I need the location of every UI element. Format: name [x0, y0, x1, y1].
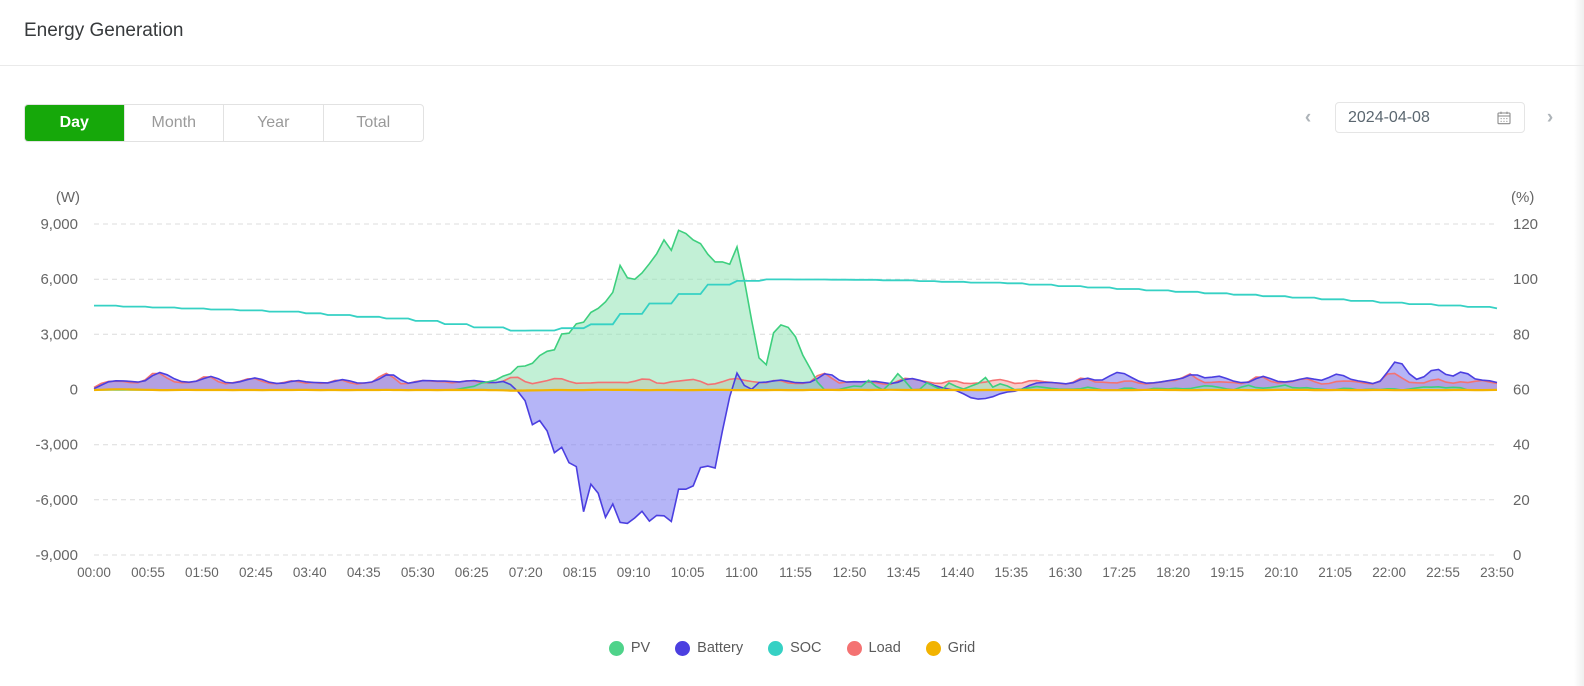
svg-text:16:30: 16:30	[1048, 565, 1082, 580]
svg-text:22:00: 22:00	[1372, 565, 1406, 580]
svg-text:60: 60	[1513, 382, 1530, 399]
svg-text:12:50: 12:50	[833, 565, 867, 580]
svg-text:04:35: 04:35	[347, 565, 381, 580]
svg-text:19:15: 19:15	[1210, 565, 1244, 580]
svg-text:120: 120	[1513, 216, 1538, 233]
svg-text:17:25: 17:25	[1102, 565, 1136, 580]
svg-text:11:55: 11:55	[779, 565, 812, 580]
svg-text:6,000: 6,000	[40, 271, 78, 288]
svg-text:18:20: 18:20	[1156, 565, 1190, 580]
svg-text:(W): (W)	[56, 189, 80, 206]
svg-text:-9,000: -9,000	[35, 547, 78, 564]
svg-text:20: 20	[1513, 492, 1530, 509]
svg-text:21:05: 21:05	[1318, 565, 1352, 580]
svg-text:03:40: 03:40	[293, 565, 327, 580]
svg-text:00:00: 00:00	[77, 565, 111, 580]
svg-text:14:40: 14:40	[941, 565, 975, 580]
svg-text:13:45: 13:45	[887, 565, 921, 580]
svg-text:23:50: 23:50	[1480, 565, 1514, 580]
svg-text:10:05: 10:05	[671, 565, 705, 580]
svg-text:08:15: 08:15	[563, 565, 597, 580]
svg-text:22:55: 22:55	[1426, 565, 1460, 580]
svg-text:(%): (%)	[1511, 189, 1534, 206]
svg-text:3,000: 3,000	[40, 326, 78, 343]
svg-text:15:35: 15:35	[994, 565, 1028, 580]
svg-text:40: 40	[1513, 437, 1530, 454]
svg-text:00:55: 00:55	[131, 565, 165, 580]
svg-text:-6,000: -6,000	[35, 492, 78, 509]
svg-text:0: 0	[70, 382, 78, 399]
svg-text:02:45: 02:45	[239, 565, 273, 580]
svg-text:07:20: 07:20	[509, 565, 543, 580]
svg-text:-3,000: -3,000	[35, 437, 78, 454]
svg-text:0: 0	[1513, 547, 1521, 564]
svg-text:100: 100	[1513, 271, 1538, 288]
svg-text:09:10: 09:10	[617, 565, 651, 580]
svg-text:9,000: 9,000	[40, 216, 78, 233]
svg-text:01:50: 01:50	[185, 565, 219, 580]
svg-text:11:00: 11:00	[725, 565, 758, 580]
svg-text:05:30: 05:30	[401, 565, 435, 580]
svg-text:80: 80	[1513, 326, 1530, 343]
svg-text:06:25: 06:25	[455, 565, 489, 580]
svg-text:20:10: 20:10	[1264, 565, 1298, 580]
